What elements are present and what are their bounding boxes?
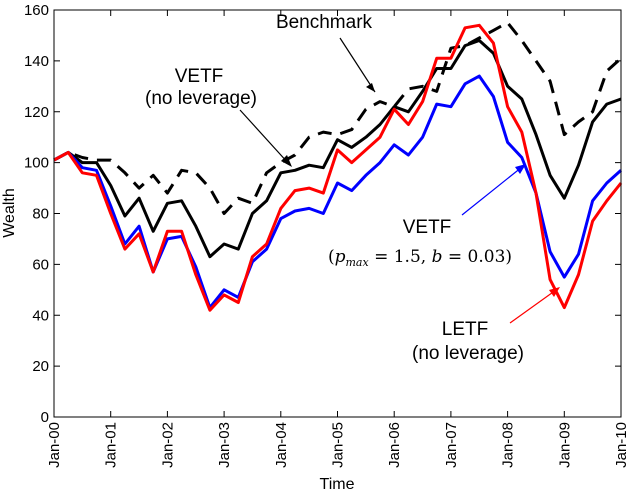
arrow-letf xyxy=(509,289,557,324)
annotation-vetf-nolev-line1: VETF xyxy=(175,66,224,87)
series-layer xyxy=(53,21,623,312)
arrowhead-letf xyxy=(549,287,560,297)
annotation-letf-line2: (no leverage) xyxy=(412,343,524,364)
arrowhead-vetf-nolev xyxy=(281,155,292,167)
x-tick-label: Jan-03 xyxy=(216,422,233,468)
x-tick-label: Jan-02 xyxy=(159,422,176,468)
annotation-benchmark: Benchmark xyxy=(276,12,373,33)
y-tick-label: 40 xyxy=(32,307,49,324)
y-tick-label: 60 xyxy=(32,256,49,273)
arrow-vetf-lev xyxy=(461,166,523,216)
series-line-0 xyxy=(53,21,623,215)
y-tick-label: 0 xyxy=(41,409,49,426)
series-line-1 xyxy=(53,39,622,259)
x-axis-ticks: Jan-00 Jan-01 Jan-02 Jan-03 Jan-04 Jan-05 Jan-… xyxy=(46,10,627,468)
x-axis-title: Time xyxy=(320,476,355,492)
annotation-vetf-lev-line1: VETF xyxy=(403,217,452,238)
annotation-vetf-nolev-line2: (no leverage) xyxy=(145,88,257,109)
x-tick-label: Jan-06 xyxy=(386,422,403,468)
x-tick-label: Jan-01 xyxy=(103,422,120,468)
x-tick-label: Jan-09 xyxy=(556,422,573,468)
series-line-3 xyxy=(53,23,623,312)
y-axis-title: Wealth xyxy=(1,188,18,238)
x-tick-label: Jan-10 xyxy=(613,422,627,468)
y-tick-label: 120 xyxy=(24,104,49,121)
y-tick-label: 140 xyxy=(24,53,49,70)
arrowhead-vetf-lev xyxy=(515,164,526,174)
plot-area xyxy=(54,10,621,417)
annotation-vetf-lev-params: (pmax = 1.5, b = 0.03) xyxy=(328,247,512,269)
x-tick-label: Jan-00 xyxy=(46,422,63,468)
arrow-vetf-nolev xyxy=(239,109,290,165)
arrowhead-benchmark xyxy=(366,83,375,92)
x-tick-label: Jan-04 xyxy=(273,422,290,468)
x-tick-label: Jan-05 xyxy=(330,422,347,468)
arrow-benchmark xyxy=(339,37,376,93)
annotation-letf-line1: LETF xyxy=(442,319,488,340)
y-tick-label: 20 xyxy=(32,358,49,375)
x-tick-label: Jan-08 xyxy=(500,422,517,468)
y-tick-label: 160 xyxy=(24,2,49,19)
y-axis-ticks: 0 20 40 60 80 100 120 140 160 xyxy=(24,2,621,426)
x-tick-label: Jan-07 xyxy=(443,422,460,468)
y-tick-label: 100 xyxy=(24,155,49,172)
y-tick-label: 80 xyxy=(32,206,49,223)
